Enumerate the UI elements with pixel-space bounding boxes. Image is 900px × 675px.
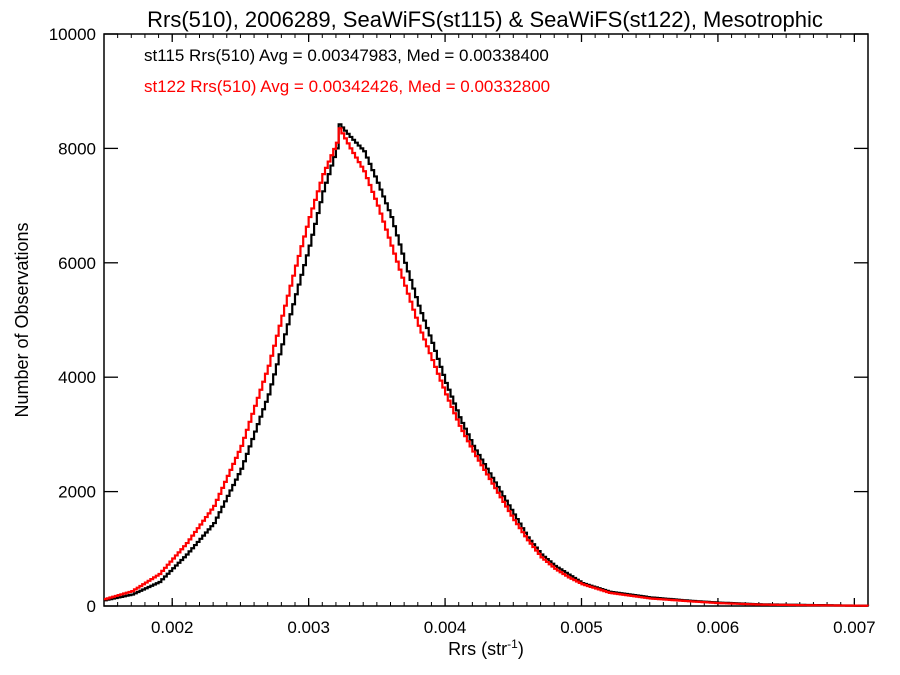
x-axis-title: Rrs (str-1) bbox=[448, 637, 524, 659]
y-axis-title: Number of Observations bbox=[12, 222, 32, 417]
x-tick-label: 0.007 bbox=[833, 618, 876, 637]
x-tick-label: 0.004 bbox=[424, 618, 467, 637]
series-line-st115 bbox=[104, 123, 870, 607]
x-axis-ticks: 0.002 0.003 0.004 0.005 0.006 0.007 bbox=[117, 34, 876, 637]
legend-st115: st115 Rrs(510) Avg = 0.00347983, Med = 0… bbox=[144, 46, 549, 65]
y-tick-label: 10000 bbox=[49, 25, 96, 44]
y-tick-label: 2000 bbox=[58, 483, 96, 502]
plot-frame bbox=[103, 33, 869, 607]
x-tick-label: 0.006 bbox=[697, 618, 740, 637]
x-tick-label: 0.005 bbox=[560, 618, 603, 637]
y-tick-label: 6000 bbox=[58, 254, 96, 273]
x-tick-label: 0.002 bbox=[151, 618, 194, 637]
legend-st122: st122 Rrs(510) Avg = 0.00342426, Med = 0… bbox=[144, 77, 550, 96]
x-axis-title-close: ) bbox=[518, 639, 524, 659]
y-axis-ticks: 0 2000 4000 6000 8000 10000 bbox=[49, 25, 868, 616]
y-tick-label: 0 bbox=[87, 597, 96, 616]
chart-title: Rrs(510), 2006289, SeaWiFS(st115) & SeaW… bbox=[147, 7, 823, 32]
y-tick-label: 4000 bbox=[58, 368, 96, 387]
x-axis-title-superscript: -1 bbox=[507, 637, 518, 651]
y-tick-label: 8000 bbox=[58, 139, 96, 158]
series-line-st122 bbox=[104, 127, 870, 607]
series-layer bbox=[104, 123, 870, 607]
x-tick-label: 0.003 bbox=[287, 618, 330, 637]
x-axis-title-main: Rrs (str bbox=[448, 639, 507, 659]
